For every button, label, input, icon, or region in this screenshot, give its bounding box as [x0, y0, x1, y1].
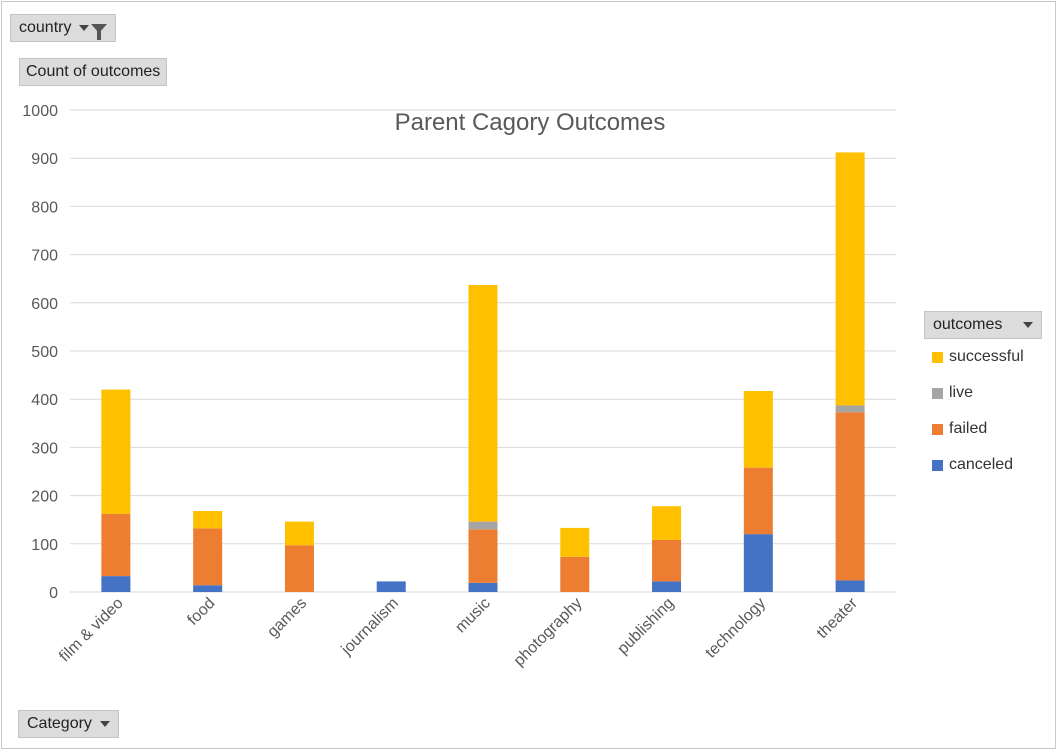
country-filter-label: country	[19, 19, 72, 36]
bar-canceled[interactable]	[468, 582, 498, 592]
category-filter-label: Category	[27, 715, 92, 732]
y-tick-label: 200	[31, 489, 58, 506]
bar-canceled[interactable]	[743, 534, 773, 592]
count-of-outcomes-button[interactable]: Count of outcomes	[19, 58, 168, 86]
bar-successful[interactable]	[835, 152, 865, 406]
bar-live[interactable]	[835, 405, 865, 413]
legend-label-live: live	[949, 384, 974, 401]
bar-successful[interactable]	[101, 389, 131, 514]
value-field-label: Count of outcomes	[26, 63, 161, 80]
filter-icon	[91, 23, 108, 40]
y-tick-label: 400	[31, 392, 58, 409]
bar-failed[interactable]	[743, 467, 773, 535]
country-filter-button[interactable]: country	[10, 14, 117, 42]
x-tick-label: food	[184, 595, 218, 629]
bar-canceled[interactable]	[101, 576, 131, 592]
y-tick-label: 500	[31, 344, 58, 361]
bar-failed[interactable]	[835, 412, 865, 581]
legend-label-failed: failed	[949, 420, 988, 437]
x-tick-label: journalism	[338, 595, 402, 659]
y-tick-label: 700	[31, 248, 58, 265]
bar-successful[interactable]	[652, 506, 682, 540]
bar-failed[interactable]	[560, 556, 590, 592]
x-tick-label: film & video	[56, 595, 127, 666]
legend-item-successful: successful	[924, 339, 1044, 375]
bar-failed[interactable]	[284, 545, 314, 592]
x-tick-label: theater	[814, 594, 862, 642]
y-tick-label: 600	[31, 296, 58, 313]
chevron-down-icon	[79, 25, 90, 31]
bar-successful[interactable]	[468, 284, 498, 522]
legend-swatch-live	[932, 387, 943, 399]
chevron-down-icon	[1023, 322, 1033, 328]
chevron-down-icon	[99, 721, 110, 727]
bar-canceled[interactable]	[652, 581, 682, 592]
bar-failed[interactable]	[101, 513, 131, 577]
bar-successful[interactable]	[284, 521, 314, 546]
y-tick-label: 800	[31, 199, 58, 216]
bar-successful[interactable]	[193, 511, 223, 529]
chart-title: Parent Cagory Outcomes	[395, 109, 666, 136]
y-tick-label: 0	[49, 585, 58, 602]
x-tick-label: technology	[702, 595, 769, 662]
bar-failed[interactable]	[652, 539, 682, 582]
legend-item-canceled: canceled	[924, 447, 1044, 483]
legend-label-successful: successful	[949, 348, 1024, 365]
outcomes-legend-button[interactable]: outcomes	[924, 311, 1042, 339]
y-tick-label: 900	[31, 151, 58, 168]
bar-live[interactable]	[468, 521, 498, 530]
bar-failed[interactable]	[468, 529, 498, 583]
bar-failed[interactable]	[193, 528, 223, 586]
bar-canceled[interactable]	[193, 585, 223, 592]
y-tick-label: 300	[31, 440, 58, 457]
legend-item-failed: failed	[924, 411, 1044, 447]
y-tick-label: 1000	[22, 103, 58, 120]
x-tick-label: publishing	[614, 595, 677, 658]
legend-label-canceled: canceled	[949, 456, 1014, 473]
bar-successful[interactable]	[560, 527, 590, 557]
legend-swatch-canceled	[932, 459, 943, 471]
x-tick-label: photography	[511, 595, 586, 670]
legend-item-live: live	[924, 375, 1044, 411]
legend: outcomes successful live failed canceled	[924, 311, 1044, 483]
legend-swatch-successful	[932, 351, 943, 363]
legend-title: outcomes	[933, 316, 1003, 333]
category-filter-button[interactable]: Category	[18, 710, 119, 738]
x-tick-label: games	[264, 595, 310, 641]
bar-canceled[interactable]	[376, 581, 406, 592]
bar-successful[interactable]	[743, 391, 773, 468]
legend-swatch-failed	[932, 423, 943, 435]
bar-canceled[interactable]	[835, 580, 865, 592]
x-tick-label: music	[452, 595, 494, 637]
y-tick-label: 100	[31, 537, 58, 554]
